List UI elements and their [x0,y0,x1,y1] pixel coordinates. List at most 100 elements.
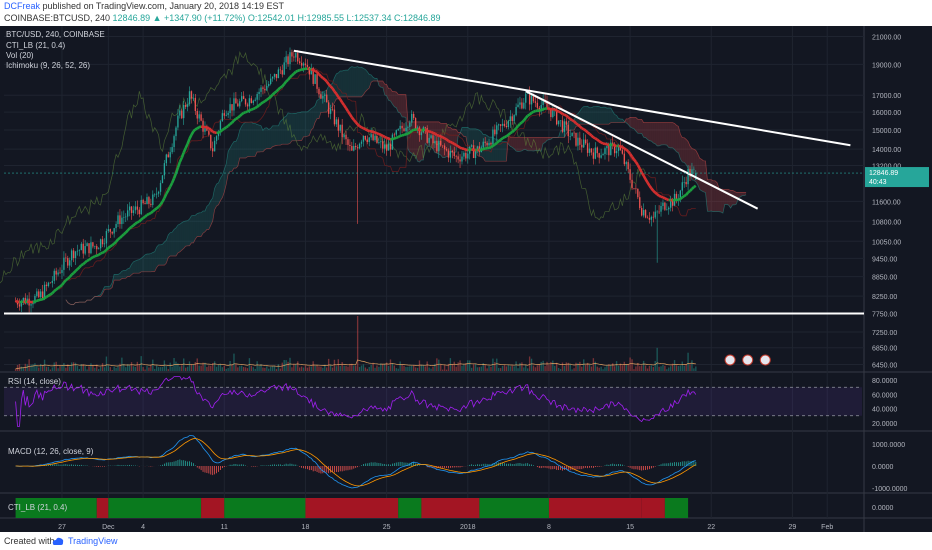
cloud-segment [172,229,175,256]
candle [565,117,568,131]
volume-bar [470,367,473,371]
candle [165,153,168,166]
cloud-segment [349,66,352,97]
candle-body [604,148,606,155]
cloud-segment [473,128,476,149]
cti-line-segment [588,132,593,137]
candle [113,227,115,238]
cloud-segment [664,122,667,146]
candle [316,70,318,94]
cti-line-segment [59,284,63,288]
cloud-segment [261,125,263,152]
cti-tick-label: 0.0000 [872,505,894,512]
candle-body [76,250,79,252]
volume-bar [501,365,504,371]
candle [592,148,595,165]
candle-body [260,87,262,92]
candle-body [196,111,198,119]
cti-line-segment [499,137,504,141]
candle [173,134,175,153]
candle [641,205,643,217]
cti-line-segment [679,196,684,200]
candle [683,177,685,188]
candle [115,221,117,232]
candle [18,298,21,311]
volume-bar [196,358,198,371]
cti-line-segment [558,110,562,114]
candle-body [470,145,473,147]
candle [241,92,243,103]
cloud-segment [674,123,677,152]
volume-bar [88,366,90,371]
cti-line-segment [194,127,198,131]
cloud-segment [119,271,122,281]
candle-body [63,257,65,270]
volume-bar [67,364,69,371]
candle [559,120,562,127]
cloud-segment [601,107,604,125]
chart-svg[interactable]: 21000.0019000.0017000.0016000.0015000.00… [0,26,932,532]
cti-line-segment [113,240,117,245]
candle-body [159,182,162,192]
candle-body [181,110,183,119]
candle [366,135,368,145]
volume-bar [679,365,682,371]
candle [194,94,196,115]
cti-line-segment [530,110,535,114]
cloud-segment [164,240,167,266]
rsi-band [4,387,862,416]
volume-bar [619,363,622,371]
author-link[interactable]: DCFreak [4,1,41,11]
volume-bar [210,365,212,371]
candle [61,264,63,279]
cti-line-segment [459,146,463,150]
volume-bar [47,366,50,371]
candle-body [121,217,123,225]
cloud-segment [118,273,120,281]
candle-body [123,217,125,218]
candle [92,241,94,249]
cloud-segment [342,70,345,97]
candle-body [617,145,620,152]
cloud-segment [705,160,708,212]
cti-line-segment [445,138,450,143]
tradingview-brand-link[interactable]: TradingView [68,536,118,546]
candle-body [254,99,256,101]
macd-tick-label: 0.0000 [872,464,894,471]
cti-line-segment [625,148,630,153]
candle-body [45,284,48,286]
cti-line-segment [652,189,657,194]
candle-body [625,162,627,165]
candle [163,159,166,180]
cloud-segment [247,122,250,157]
candle-body [341,124,343,138]
chart-area[interactable]: 21000.00 19000.00 17000.00 16000.00 15000.00… [0,26,932,532]
cloud-segment [183,221,186,249]
candle [47,281,50,288]
candle [198,110,200,123]
candle-body [662,202,664,207]
cloud-segment [572,120,575,131]
candle-body [414,118,417,130]
volume-bar [94,367,96,371]
volume-bar [519,362,521,371]
cti-segment [96,498,109,518]
candle-body [380,141,382,143]
volume-bar [152,359,154,371]
chikou-span [0,50,646,284]
volume-bar [134,367,137,371]
volume-bar [351,363,353,371]
candle [186,97,189,112]
volume-bar [38,367,40,371]
cloud-segment [299,111,302,141]
cti-line-segment [571,119,575,123]
candle [403,123,405,133]
candle [385,138,388,156]
cloud-segment [411,121,414,156]
ichimoku-cloud [0,50,747,305]
grid [0,26,932,532]
candle-body [169,152,171,158]
cloud-segment [353,67,356,97]
cloud-segment [388,88,391,101]
candle-body [403,128,405,131]
